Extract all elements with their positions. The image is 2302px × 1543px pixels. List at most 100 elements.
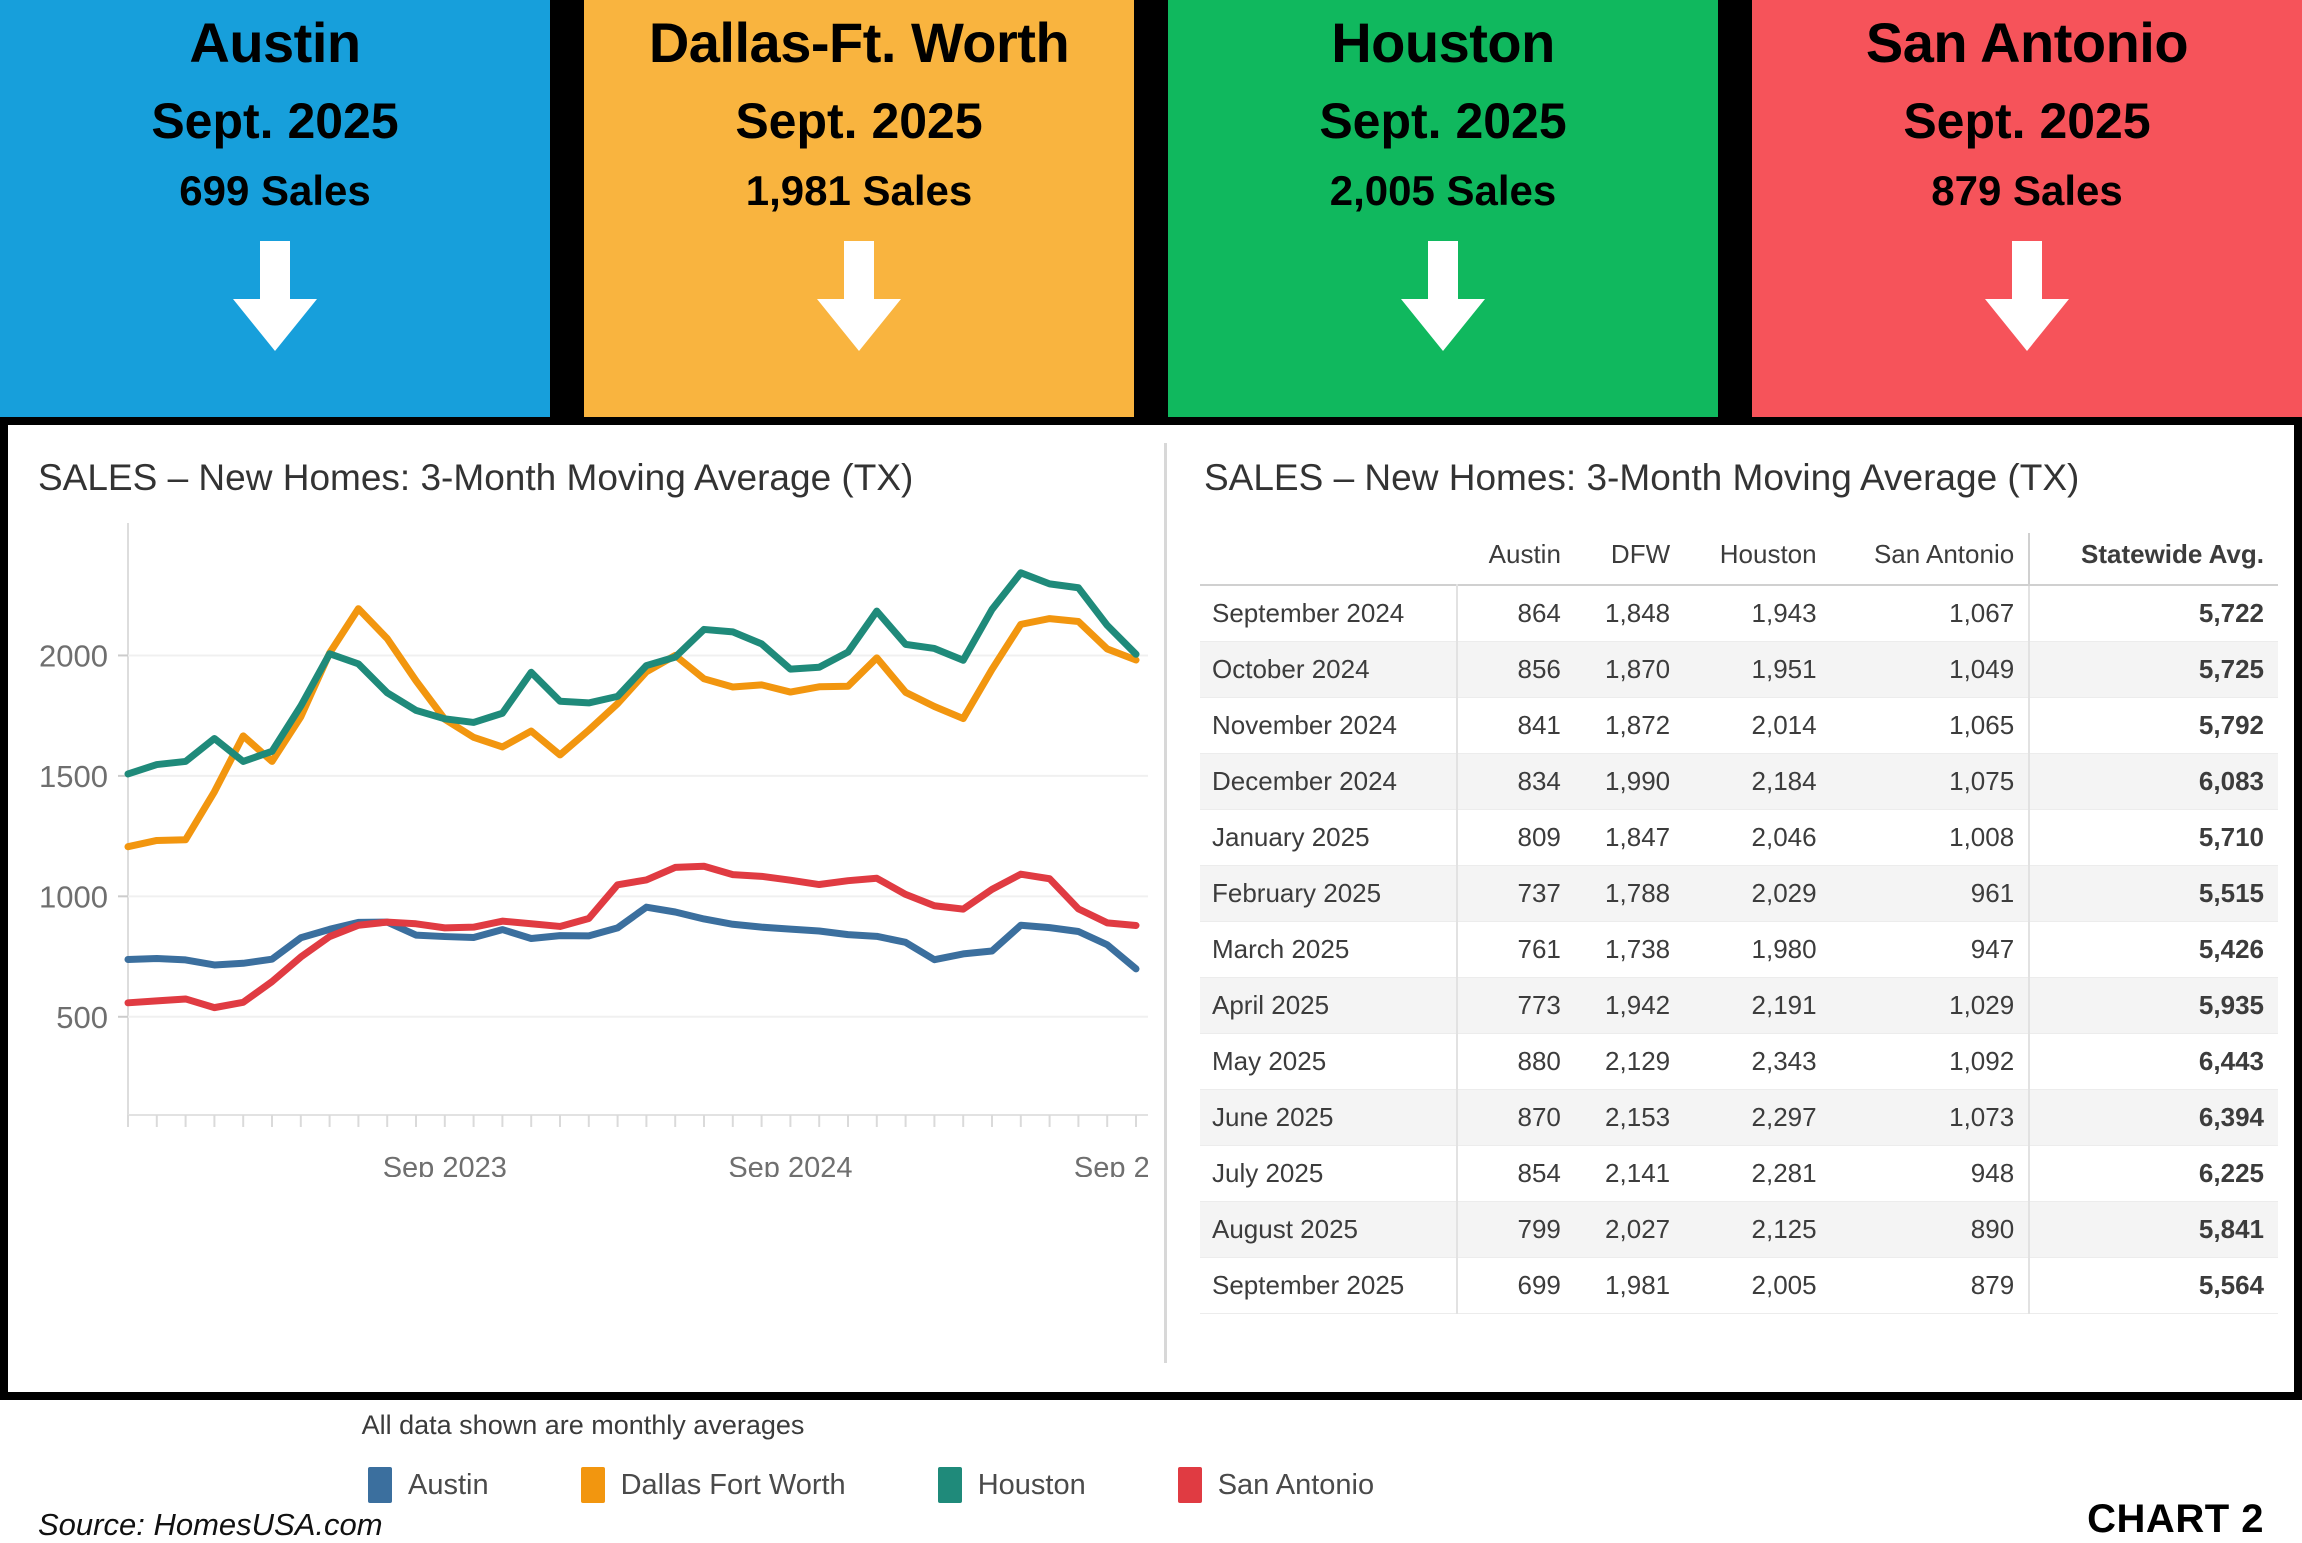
cell-month: October 2024: [1200, 641, 1459, 698]
cell-austin: 834: [1517, 766, 1561, 796]
city-sales-count: 699 Sales: [179, 167, 371, 215]
chart-legend: Austin Dallas Fort Worth Houston San Antoni…: [368, 1467, 1928, 1503]
col-header-houston: Houston: [1719, 539, 1817, 569]
panel-divider: [1164, 443, 1167, 1363]
sales-data-table: Austin DFW Houston San Antonio Statewide Avg…: [1200, 533, 2278, 1314]
table-row: August 2025 799 2,027 2,125 890 5,841: [1200, 1201, 2278, 1258]
cell-dfw: 1,942: [1605, 990, 1671, 1020]
cell-statewide: 5,515: [2028, 865, 2278, 922]
cell-san-antonio: 947: [1970, 934, 2015, 964]
cell-houston: 2,029: [1751, 878, 1817, 908]
city-name: Austin: [189, 11, 361, 74]
table-title: SALES – New Homes: 3-Month Moving Averag…: [1204, 457, 2080, 498]
cell-statewide: 5,792: [2028, 697, 2278, 754]
cell-san-antonio: 1,029: [1949, 990, 2015, 1020]
cell-statewide: 5,710: [2028, 809, 2278, 866]
col-header-dfw: DFW: [1610, 539, 1671, 569]
cell-san-antonio: 961: [1970, 878, 2015, 908]
cell-statewide: 6,225: [2028, 1145, 2278, 1202]
y-axis-tick-label: 2000: [39, 638, 108, 673]
cell-austin: 870: [1517, 1102, 1561, 1132]
cell-austin: 761: [1517, 934, 1561, 964]
legend-item-san-antonio[interactable]: San Antonio: [1177, 1467, 1375, 1503]
city-sales-count: 2,005 Sales: [1329, 167, 1557, 215]
cell-dfw: 1,872: [1605, 710, 1671, 740]
table-row: July 2025 854 2,141 2,281 948 6,225: [1200, 1145, 2278, 1202]
cell-houston: 2,046: [1751, 822, 1817, 852]
table-row: September 2025 699 1,981 2,005 879 5,564: [1200, 1257, 2278, 1314]
cell-month: May 2025: [1200, 1033, 1459, 1090]
cell-dfw: 2,027: [1605, 1214, 1671, 1244]
chart-footnote: All data shown are monthly averages: [361, 1410, 805, 1440]
cell-austin: 841: [1517, 710, 1561, 740]
legend-color-swatch: [937, 1467, 962, 1503]
cell-statewide: 5,935: [2028, 977, 2278, 1034]
cell-month: September 2024: [1200, 585, 1459, 642]
cell-austin: 737: [1517, 878, 1561, 908]
col-header-austin: Austin: [1488, 539, 1561, 569]
cell-houston: 2,191: [1751, 990, 1817, 1020]
cell-houston: 2,184: [1751, 766, 1817, 796]
cell-statewide: 5,564: [2028, 1257, 2278, 1314]
trend-down-arrow-icon: [1383, 237, 1503, 357]
cell-austin: 854: [1517, 1158, 1561, 1188]
line-chart: 500 1000 1500 2000 Sep 2023 Sep 2024 Sep 2025: [28, 517, 1148, 1177]
city-sales-count: 879 Sales: [1931, 167, 2123, 215]
cell-austin: 773: [1517, 990, 1561, 1020]
table-row: February 2025 737 1,788 2,029 961 5,515: [1200, 865, 2278, 922]
cell-san-antonio: 1,092: [1949, 1046, 2015, 1076]
cell-san-antonio: 1,008: [1949, 822, 2015, 852]
cell-houston: 1,980: [1751, 934, 1817, 964]
table-row: June 2025 870 2,153 2,297 1,073 6,394: [1200, 1089, 2278, 1146]
cell-san-antonio: 890: [1970, 1214, 2015, 1244]
cell-san-antonio: 1,049: [1949, 654, 2015, 684]
table-row: March 2025 761 1,738 1,980 947 5,426: [1200, 921, 2278, 978]
cell-dfw: 1,848: [1605, 598, 1671, 628]
cell-dfw: 1,981: [1605, 1270, 1671, 1300]
table-header-row: Austin DFW Houston San Antonio Statewide Avg…: [1200, 533, 2278, 585]
legend-label: Austin: [408, 1468, 489, 1501]
cell-houston: 1,951: [1751, 654, 1817, 684]
cell-dfw: 1,738: [1605, 934, 1671, 964]
y-axis-tick-label: 1000: [39, 879, 108, 914]
city-card-austin: Austin Sept. 2025 699 Sales: [0, 0, 550, 417]
cell-month: April 2025: [1200, 977, 1459, 1034]
cell-houston: 2,005: [1751, 1270, 1817, 1300]
cell-houston: 2,343: [1751, 1046, 1817, 1076]
city-sales-count: 1,981 Sales: [745, 167, 973, 215]
legend-color-swatch: [1177, 1467, 1202, 1503]
col-header-month: [1200, 533, 1457, 585]
series-line-houston: [124, 569, 1140, 778]
y-axis-tick-label: 1500: [39, 759, 108, 794]
legend-label: San Antonio: [1217, 1468, 1375, 1501]
city-name: Dallas-Ft. Worth: [648, 11, 1070, 74]
cell-austin: 880: [1517, 1046, 1561, 1076]
chart-title: SALES – New Homes: 3-Month Moving Averag…: [38, 457, 914, 498]
table-header: Austin DFW Houston San Antonio Statewide Avg…: [1200, 533, 2278, 585]
cell-austin: 799: [1517, 1214, 1561, 1244]
legend-item-dallas-fort-worth[interactable]: Dallas Fort Worth: [580, 1467, 846, 1503]
cell-houston: 2,014: [1751, 710, 1817, 740]
series-line-austin: [124, 903, 1140, 973]
table-row: September 2024 864 1,848 1,943 1,067 5,722: [1200, 585, 2278, 642]
legend-label: Houston: [977, 1468, 1086, 1501]
x-axis-tick-label: Sep 2023: [383, 1152, 507, 1177]
legend-item-houston[interactable]: Houston: [937, 1467, 1086, 1503]
city-month: Sept. 2025: [1903, 92, 2151, 149]
cell-houston: 2,297: [1751, 1102, 1817, 1132]
cell-dfw: 1,870: [1605, 654, 1671, 684]
cell-san-antonio: 1,065: [1949, 710, 2015, 740]
city-month: Sept. 2025: [151, 92, 399, 149]
legend-item-austin[interactable]: Austin: [368, 1467, 489, 1503]
table-row: December 2024 834 1,990 2,184 1,075 6,083: [1200, 753, 2278, 810]
trend-down-arrow-icon: [215, 237, 335, 357]
x-axis-tick-label: Sep 2025: [1074, 1152, 1148, 1177]
table-row: January 2025 809 1,847 2,046 1,008 5,710: [1200, 809, 2278, 866]
trend-down-arrow-icon: [799, 237, 919, 357]
chart-number-label: CHART 2: [2087, 1497, 2264, 1541]
table-row: May 2025 880 2,129 2,343 1,092 6,443: [1200, 1033, 2278, 1090]
cell-statewide: 5,426: [2028, 921, 2278, 978]
cell-month: January 2025: [1200, 809, 1459, 866]
cell-month: August 2025: [1200, 1201, 1459, 1258]
cell-houston: 1,943: [1751, 598, 1817, 628]
